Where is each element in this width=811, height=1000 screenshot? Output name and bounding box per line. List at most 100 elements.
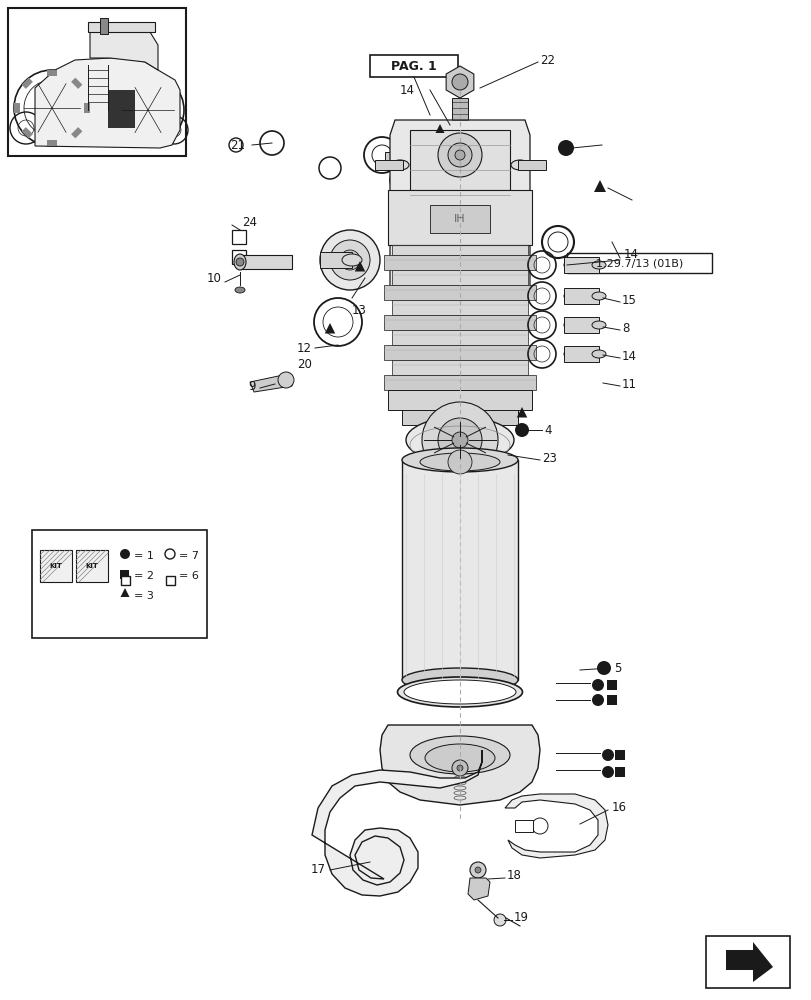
Circle shape <box>454 150 465 160</box>
Text: 14: 14 <box>621 350 636 362</box>
Ellipse shape <box>234 287 245 293</box>
Ellipse shape <box>510 160 528 170</box>
Circle shape <box>329 240 370 280</box>
Polygon shape <box>47 70 57 76</box>
Text: 9: 9 <box>248 379 255 392</box>
Text: 22: 22 <box>539 54 554 67</box>
Bar <box>614 750 624 760</box>
Ellipse shape <box>591 350 605 358</box>
Circle shape <box>340 250 359 270</box>
Polygon shape <box>380 725 539 805</box>
Polygon shape <box>504 794 607 858</box>
Polygon shape <box>516 407 526 418</box>
Bar <box>410 130 509 190</box>
Ellipse shape <box>564 320 579 330</box>
Polygon shape <box>389 120 530 310</box>
Bar <box>100 18 108 34</box>
Polygon shape <box>324 323 335 334</box>
Polygon shape <box>725 942 772 982</box>
Bar <box>401 410 517 425</box>
Bar <box>384 285 535 300</box>
Polygon shape <box>22 78 33 89</box>
Ellipse shape <box>387 152 409 164</box>
Circle shape <box>557 140 573 156</box>
Text: 18: 18 <box>506 869 521 882</box>
Text: 24: 24 <box>242 216 257 229</box>
Polygon shape <box>108 90 135 128</box>
Ellipse shape <box>401 153 418 163</box>
Ellipse shape <box>401 448 517 472</box>
Circle shape <box>596 661 610 675</box>
Polygon shape <box>14 103 20 113</box>
Circle shape <box>422 402 497 478</box>
Bar <box>514 820 532 832</box>
Ellipse shape <box>591 261 605 269</box>
Bar <box>607 695 616 705</box>
Circle shape <box>448 143 471 167</box>
Text: = 7: = 7 <box>178 551 199 561</box>
Text: 8: 8 <box>621 322 629 334</box>
Bar <box>392 330 527 345</box>
Bar <box>40 550 72 582</box>
Bar <box>452 98 467 126</box>
Circle shape <box>591 694 603 706</box>
Polygon shape <box>71 127 82 138</box>
Ellipse shape <box>564 350 579 359</box>
Polygon shape <box>88 22 155 32</box>
Text: PAG. 1: PAG. 1 <box>391 60 436 73</box>
Bar <box>384 152 410 164</box>
Circle shape <box>452 432 467 448</box>
Bar <box>430 205 489 233</box>
Bar <box>564 346 599 362</box>
Text: = 2: = 2 <box>134 571 154 581</box>
Bar <box>566 253 711 273</box>
Polygon shape <box>594 180 605 192</box>
Ellipse shape <box>341 254 362 266</box>
Circle shape <box>437 133 482 177</box>
Ellipse shape <box>591 292 605 300</box>
Bar <box>389 218 530 240</box>
Text: 1.29.7/13 (01B): 1.29.7/13 (01B) <box>595 258 682 268</box>
Bar <box>8 8 186 156</box>
Polygon shape <box>71 78 82 89</box>
Bar <box>392 360 527 375</box>
Bar <box>76 550 108 582</box>
Ellipse shape <box>397 677 521 707</box>
Bar <box>232 230 246 244</box>
Ellipse shape <box>406 417 513 463</box>
Ellipse shape <box>391 160 409 170</box>
Bar <box>564 288 599 304</box>
Bar <box>392 240 527 255</box>
Text: = 6: = 6 <box>178 571 199 581</box>
Circle shape <box>277 372 294 388</box>
Circle shape <box>591 679 603 691</box>
Polygon shape <box>311 750 482 896</box>
Ellipse shape <box>419 453 500 471</box>
Text: 17: 17 <box>311 863 325 876</box>
Bar <box>564 257 599 273</box>
Text: 19: 19 <box>513 911 528 924</box>
Text: 5: 5 <box>613 662 620 674</box>
Bar <box>392 270 527 285</box>
Ellipse shape <box>401 668 517 692</box>
Text: = 1: = 1 <box>134 551 154 561</box>
Bar <box>607 680 616 690</box>
Ellipse shape <box>564 260 579 269</box>
Bar <box>320 252 351 268</box>
Text: 4: 4 <box>543 424 551 436</box>
Bar <box>705 936 789 988</box>
Ellipse shape <box>564 292 579 300</box>
Circle shape <box>601 749 613 761</box>
Circle shape <box>601 766 613 778</box>
Bar <box>370 55 457 77</box>
Text: KIT: KIT <box>49 563 62 569</box>
Text: 23: 23 <box>541 452 556 464</box>
Bar <box>384 255 535 270</box>
Circle shape <box>448 450 471 474</box>
Text: IH: IH <box>453 214 466 224</box>
Ellipse shape <box>234 254 246 270</box>
Circle shape <box>531 818 547 834</box>
Bar <box>375 160 402 170</box>
Ellipse shape <box>410 736 509 774</box>
Bar <box>564 317 599 333</box>
